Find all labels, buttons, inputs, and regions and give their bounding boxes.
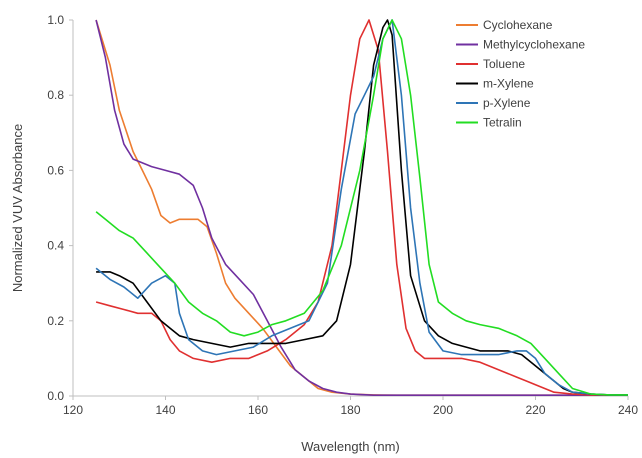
x-axis-title: Wavelength (nm) — [301, 439, 400, 454]
x-tick-label: 200 — [433, 403, 453, 417]
legend: Cyclohexane Methylcyclohexane Toluene m-Xyl… — [456, 18, 585, 130]
series-line-m-xylene — [96, 19, 628, 396]
legend-label: Tetralin — [483, 116, 522, 130]
x-tick-label: 140 — [155, 403, 175, 417]
x-tick-label: 240 — [618, 403, 638, 417]
y-tick-label: 0.0 — [47, 389, 64, 403]
legend-label: Methylcyclohexane — [483, 38, 585, 52]
y-tick-label: 0.2 — [47, 314, 64, 328]
legend-label: Cyclohexane — [483, 18, 553, 32]
y-axis-title: Normalized VUV Absorbance — [10, 124, 25, 292]
x-tick-label: 220 — [525, 403, 545, 417]
plot-area — [95, 19, 628, 396]
y-tick-label: 0.4 — [47, 239, 64, 253]
y-tick-label: 1.0 — [47, 13, 64, 27]
series-line-toluene — [95, 19, 628, 396]
series-line-tetralin — [95, 19, 628, 396]
x-tick-label: 180 — [340, 403, 360, 417]
series-line-p-xylene — [95, 19, 628, 396]
y-tick-label: 0.8 — [47, 88, 64, 102]
y-tick-label: 0.6 — [47, 163, 64, 177]
series-line-methylcyclohexane — [95, 19, 628, 396]
legend-label: p-Xylene — [483, 96, 531, 110]
axes: 120 140 160 180 200 220 240 0.0 0.2 0.4 0.6 0.8 1.0 — [47, 13, 638, 417]
legend-label: m-Xylene — [483, 77, 534, 91]
legend-label: Toluene — [483, 57, 525, 71]
series-line-cyclohexane — [95, 19, 628, 396]
x-tick-label: 160 — [248, 403, 268, 417]
x-tick-label: 120 — [63, 403, 83, 417]
